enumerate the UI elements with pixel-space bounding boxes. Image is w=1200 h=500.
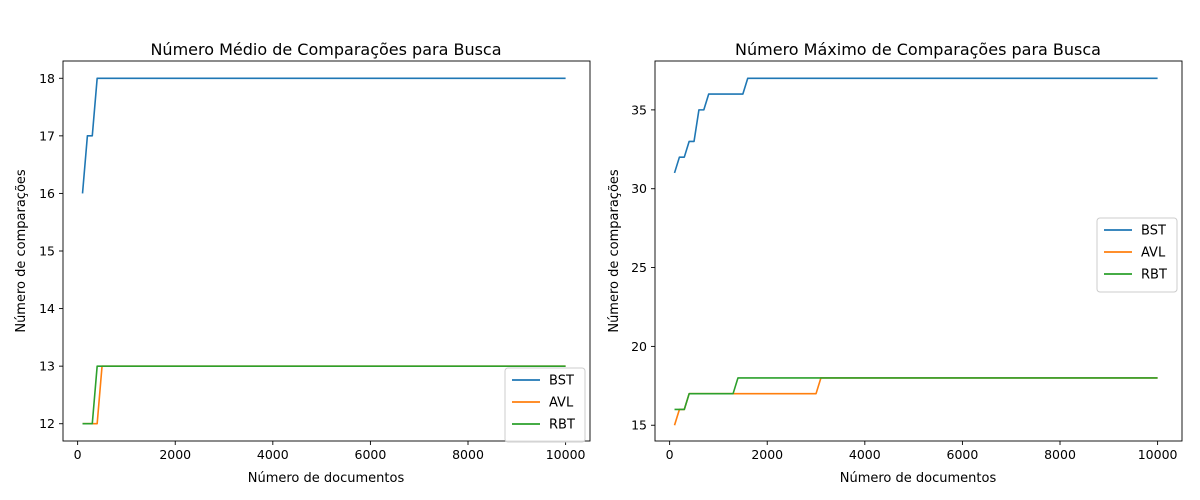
y-axis-label: Número de comparações: [607, 169, 622, 333]
y-tick-label: 18: [39, 71, 55, 86]
x-tick-label: 2000: [159, 447, 191, 462]
x-tick-label: 2000: [751, 447, 783, 462]
x-tick-label: 6000: [355, 447, 387, 462]
y-tick-label: 13: [39, 359, 55, 374]
x-axis-label: Número de documentos: [248, 471, 405, 486]
legend-label-bst: BST: [1141, 224, 1166, 239]
legend-label-avl: AVL: [1141, 246, 1166, 261]
x-tick-label: 0: [666, 447, 674, 462]
series-line-bst: [673, 77, 1158, 174]
y-tick-label: 30: [631, 181, 647, 196]
y-axis-label: Número de comparações: [14, 169, 29, 333]
legend: BST AVL RBT: [1096, 217, 1178, 293]
x-tick-label: 4000: [849, 447, 881, 462]
x-axis-label: Número de documentos: [840, 471, 997, 486]
legend-label-avl: AVL: [549, 396, 574, 411]
x-tick-label: 4000: [257, 447, 289, 462]
y-tick-label: 14: [39, 301, 55, 316]
chart-mean-comparisons: Número Médio de Comparações para Busca 0…: [14, 40, 591, 486]
x-tick-label: 6000: [947, 447, 979, 462]
y-tick-label: 25: [631, 260, 647, 275]
chart-max-comparisons: Número Máximo de Comparações para Busca …: [607, 40, 1183, 486]
y-tick-label: 15: [631, 418, 647, 433]
x-tick-label: 8000: [452, 447, 484, 462]
y-tick-label: 20: [631, 339, 647, 354]
x-tick-label: 10000: [546, 447, 586, 462]
series-line-bst: [81, 77, 566, 194]
legend-label-rbt: RBT: [1141, 268, 1167, 283]
series-line-rbt: [674, 377, 1158, 411]
y-tick-label: 12: [39, 416, 55, 431]
y-tick-label: 16: [39, 186, 55, 201]
legend-label-rbt: RBT: [549, 418, 575, 433]
y-tick-label: 35: [631, 102, 647, 117]
x-tick-label: 10000: [1138, 447, 1178, 462]
y-tick-label: 15: [39, 244, 55, 259]
x-tick-label: 0: [74, 447, 82, 462]
x-tick-label: 8000: [1044, 447, 1076, 462]
legend: BST AVL RBT: [504, 367, 586, 443]
chart-title: Número Médio de Comparações para Busca: [150, 40, 501, 59]
chart-title: Número Máximo de Comparações para Busca: [735, 40, 1101, 59]
series-line-avl: [82, 365, 566, 425]
series-line-avl: [673, 377, 1158, 426]
series-line-rbt: [82, 365, 566, 425]
axes-frame: [654, 60, 1183, 442]
legend-label-bst: BST: [549, 374, 574, 389]
y-tick-label: 17: [39, 128, 55, 143]
